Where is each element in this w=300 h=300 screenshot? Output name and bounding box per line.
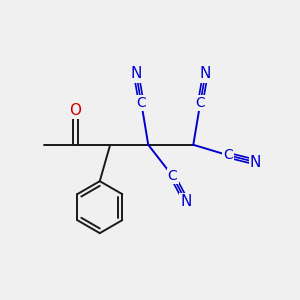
Text: O: O [70,103,82,118]
Text: N: N [130,66,142,81]
Text: C: C [136,96,146,110]
Text: N: N [181,194,192,209]
Text: N: N [250,154,261,169]
Text: C: C [195,96,205,110]
Text: N: N [200,66,211,81]
Text: C: C [168,169,177,183]
Text: C: C [223,148,233,162]
